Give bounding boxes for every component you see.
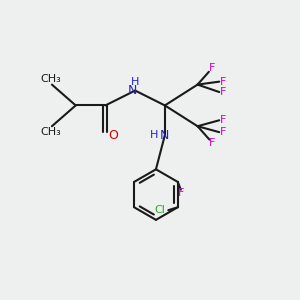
- Text: H: H: [150, 130, 159, 140]
- Text: CH₃: CH₃: [40, 127, 61, 137]
- Text: F: F: [220, 127, 226, 137]
- Text: Cl: Cl: [154, 205, 165, 215]
- Text: N: N: [160, 129, 169, 142]
- Text: F: F: [220, 87, 226, 97]
- Text: F: F: [178, 188, 184, 198]
- Text: F: F: [209, 138, 216, 148]
- Text: H: H: [131, 77, 139, 87]
- Text: O: O: [108, 129, 118, 142]
- Text: F: F: [209, 63, 216, 73]
- Text: F: F: [220, 115, 226, 125]
- Text: CH₃: CH₃: [40, 74, 61, 84]
- Text: F: F: [220, 76, 226, 87]
- Text: N: N: [128, 84, 137, 97]
